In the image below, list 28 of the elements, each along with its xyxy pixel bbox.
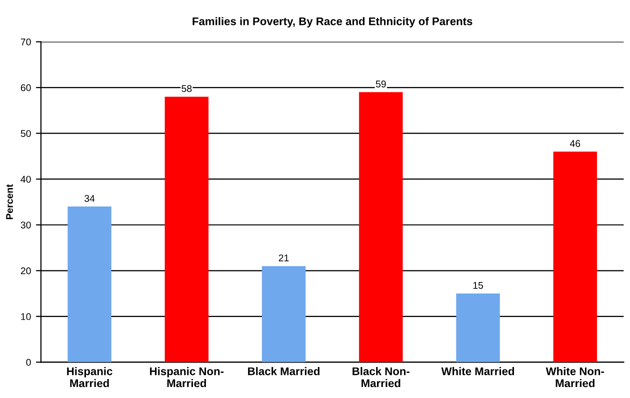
y-tick-label: 60 [20,84,31,92]
x-tick-label: Black Married [248,367,320,376]
y-tick-label: 50 [20,130,31,137]
x-tick-label: White Married [441,367,514,376]
chart-title: Families in Poverty, By Race and Ethnicity of Parents [192,17,472,28]
x-tick-label: White Non-Married [546,367,604,388]
bar [262,266,306,362]
y-tick-label: 70 [20,38,31,46]
bar [68,206,112,362]
data-label: 46 [570,140,580,147]
y-tick-label: 10 [21,313,31,320]
y-axis-title: Percent [6,184,13,220]
data-label: 21 [278,254,289,262]
bar [359,92,403,362]
data-label: 59 [376,80,386,88]
x-tick-label: Hispanic Non-Married [150,367,224,388]
y-tick-label: 0 [26,358,31,366]
data-label: 15 [473,282,484,289]
y-tick-label: 40 [20,176,31,183]
x-tick-label: Black Non-Married [352,367,410,388]
y-tick-label: 20 [20,267,31,274]
bar [553,152,597,362]
data-label: 34 [84,194,95,202]
y-tick-label: 30 [20,222,31,228]
bar [456,294,500,362]
x-tick-label: Hispanic Married [67,367,112,388]
bar [164,96,208,362]
data-label: 58 [182,85,192,92]
